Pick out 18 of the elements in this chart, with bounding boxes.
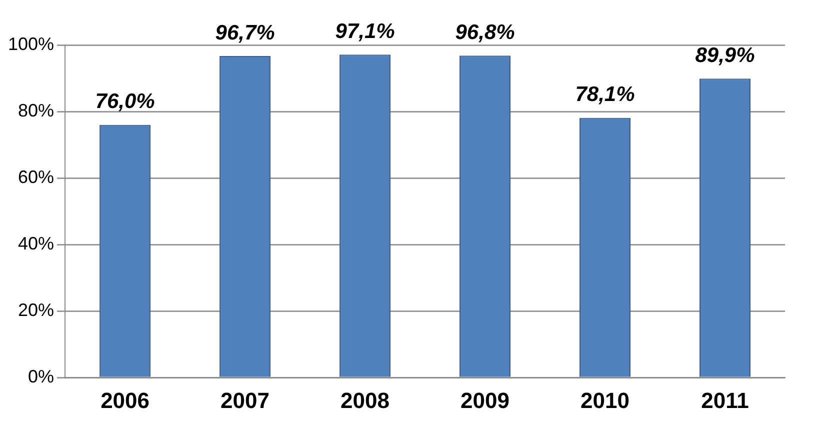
data-label: 89,9% (695, 44, 756, 67)
x-tick-label: 2006 (100, 388, 150, 413)
y-tick-label: 100% (8, 34, 54, 54)
x-tick-label: 2009 (460, 388, 510, 413)
y-tick-label: 0% (28, 366, 54, 387)
y-tick-label: 80% (18, 100, 54, 120)
data-label: 96,7% (215, 21, 276, 44)
x-tick-label: 2007 (220, 388, 270, 413)
x-tick-label: 2011 (701, 388, 749, 413)
data-label: 97,1% (335, 20, 396, 43)
data-label: 76,0% (95, 90, 156, 114)
x-tick-label: 2008 (340, 388, 390, 413)
data-label: 78,1% (575, 83, 636, 106)
y-tick-label: 60% (18, 167, 54, 188)
x-tick-label: 2010 (580, 388, 630, 413)
y-tick-label: 40% (18, 234, 54, 254)
y-tick-label: 20% (18, 300, 54, 320)
data-label: 96,8% (455, 20, 516, 44)
